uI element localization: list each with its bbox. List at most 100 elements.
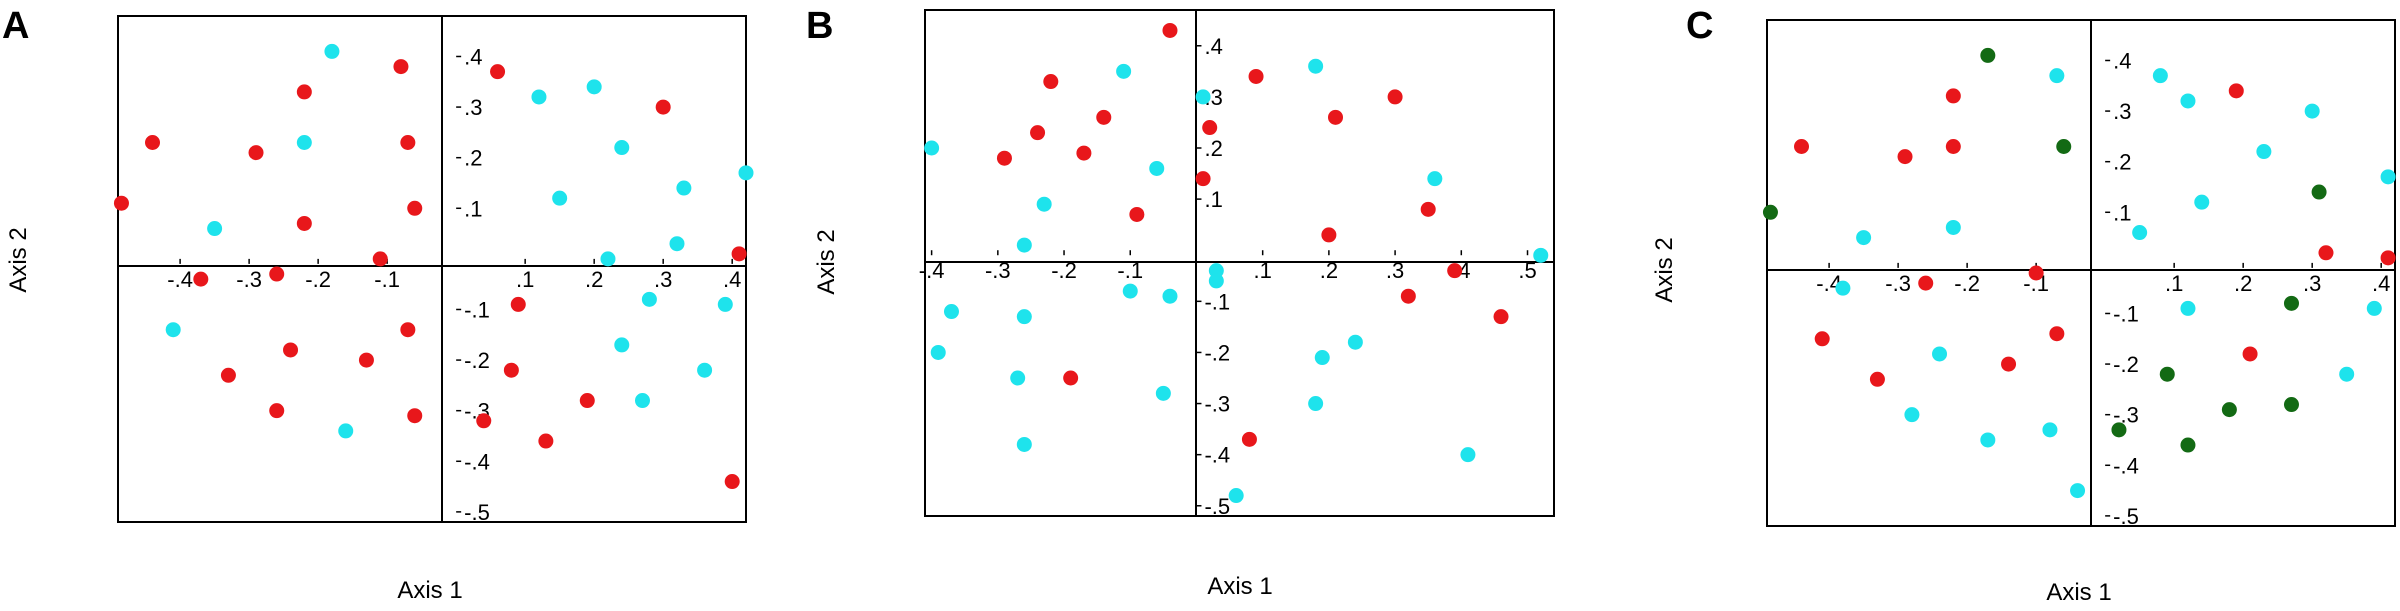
data-point-red [1447, 263, 1463, 279]
data-point-red [2049, 326, 2065, 342]
data-point-green [2159, 366, 2175, 382]
data-point-cyan [2049, 68, 2065, 84]
x-tick-label: -.1 [1117, 258, 1143, 283]
y-tick-label: -.4 [464, 449, 490, 474]
data-point-cyan [1010, 370, 1026, 386]
x-tick-labels-c: -.4 -.3 -.2 -.1.1.2.3.4 [1816, 262, 2390, 296]
x-tick-label: -.2 [305, 267, 331, 292]
data-point-red [724, 474, 740, 490]
data-point-red [1063, 370, 1079, 386]
data-point-cyan [1016, 309, 1032, 325]
plot-frame-a [117, 15, 747, 523]
y-tick-label: -.5 [464, 500, 490, 525]
data-point-cyan [586, 79, 602, 95]
x-tick-label: -.2 [1954, 271, 1980, 296]
y-tick-label: -.4 [1204, 443, 1230, 468]
y-tick-label: .2 [1204, 136, 1222, 161]
x-tick-label: -.1 [374, 267, 400, 292]
points-a [113, 43, 754, 490]
data-point-cyan [669, 236, 685, 252]
data-point-cyan [2070, 483, 2086, 499]
data-point-green [2180, 437, 2196, 453]
y-tick-label: -.5 [1204, 494, 1230, 519]
y-tick-labels-a: -.5-.4-.3-.2-.1.1.2.3.4 [456, 44, 490, 525]
panel-letter-c: C [1686, 5, 1713, 47]
y-tick-labels-b: -.5 -.4 -.3 -.2 -.1 .1 .2 .3 .4 [1196, 34, 1230, 519]
data-point-green [1980, 47, 1996, 63]
data-point-cyan [324, 43, 340, 59]
x-tick-labels-a: -.4 -.3 -.2 -.1 .1 .2 .3 .4 [167, 258, 741, 292]
x-tick-labels-b: -.4-.3-.2-.1.1.2.3.4.5 [919, 250, 1537, 283]
data-point-cyan [1945, 219, 1961, 235]
data-point-red [2001, 356, 2017, 372]
x-axis-title-c: Axis 1 [2046, 579, 2111, 606]
data-point-cyan [1460, 447, 1476, 463]
data-point-red [400, 322, 416, 338]
data-point-cyan [717, 296, 733, 312]
data-point-red [372, 251, 388, 267]
data-point-red [2228, 83, 2244, 99]
data-point-red [510, 296, 526, 312]
y-tick-label: .1 [464, 196, 482, 221]
data-point-green [2056, 139, 2072, 154]
data-point-cyan [1155, 385, 1171, 401]
data-point-cyan [1856, 230, 1872, 246]
data-point-red [145, 135, 161, 150]
data-point-red [538, 433, 554, 449]
data-point-red [400, 135, 416, 150]
data-point-green [2221, 402, 2237, 418]
y-tick-label: .1 [1204, 187, 1222, 212]
data-point-cyan [1347, 334, 1363, 350]
y-tick-labels-c: -.5-.4-.3-.2-.1.1.2.3.4 [2105, 48, 2139, 529]
data-point-red [1030, 125, 1046, 141]
data-point-cyan [296, 135, 312, 150]
data-point-red [1945, 139, 1961, 154]
data-point-red [2318, 245, 2334, 261]
y-tick-label: .3 [2113, 99, 2131, 124]
x-tick-label: -.3 [985, 258, 1011, 283]
data-point-cyan [634, 393, 650, 409]
y-tick-label: -.2 [464, 348, 490, 373]
data-point-red [1869, 371, 1885, 387]
data-point-cyan [1149, 160, 1165, 176]
y-tick-label: .2 [464, 146, 482, 171]
data-point-red [579, 393, 595, 409]
data-point-cyan [165, 322, 181, 338]
data-point-cyan [1308, 396, 1324, 412]
data-point-red [220, 367, 236, 383]
data-point-red [503, 362, 519, 378]
data-point-green [2311, 184, 2327, 200]
x-tick-label: .1 [2165, 271, 2183, 296]
data-point-cyan [930, 344, 946, 360]
data-point-red [1129, 206, 1145, 222]
data-point-cyan [1036, 196, 1052, 212]
data-point-cyan [943, 304, 959, 320]
y-tick-label: -.2 [1204, 340, 1230, 365]
x-tick-label: .2 [1320, 258, 1338, 283]
data-point-cyan [1122, 283, 1138, 299]
data-point-cyan [2194, 194, 2210, 210]
data-point-red [358, 352, 374, 368]
data-point-red [1076, 145, 1092, 161]
data-point-cyan [2366, 300, 2382, 316]
data-point-cyan [1533, 247, 1549, 263]
data-point-red [1248, 68, 1264, 84]
data-point-red [1945, 88, 1961, 104]
x-tick-label: .4 [723, 267, 741, 292]
data-point-cyan [1116, 63, 1132, 79]
data-point-red [1400, 288, 1416, 304]
x-tick-label: .3 [2303, 271, 2321, 296]
data-point-red [1420, 201, 1436, 217]
data-point-cyan [1835, 280, 1851, 296]
y-tick-label: .4 [2113, 48, 2131, 73]
data-point-red [1897, 149, 1913, 165]
x-tick-label: .2 [585, 267, 603, 292]
data-point-red [996, 150, 1012, 166]
data-point-red [248, 145, 264, 161]
x-tick-label: .1 [1253, 258, 1271, 283]
y-axis-title-c: Axis 2 [1651, 237, 1678, 302]
data-point-red [2028, 265, 2044, 281]
y-tick-label: -.5 [2113, 504, 2139, 529]
panel-b: B -.4 -.3 -.2 -.1 .1 .2 .3 .4 .5 -.5 -.4 -.3 -.2 -.1… [806, 5, 1555, 600]
x-tick-label: .5 [1518, 258, 1536, 283]
